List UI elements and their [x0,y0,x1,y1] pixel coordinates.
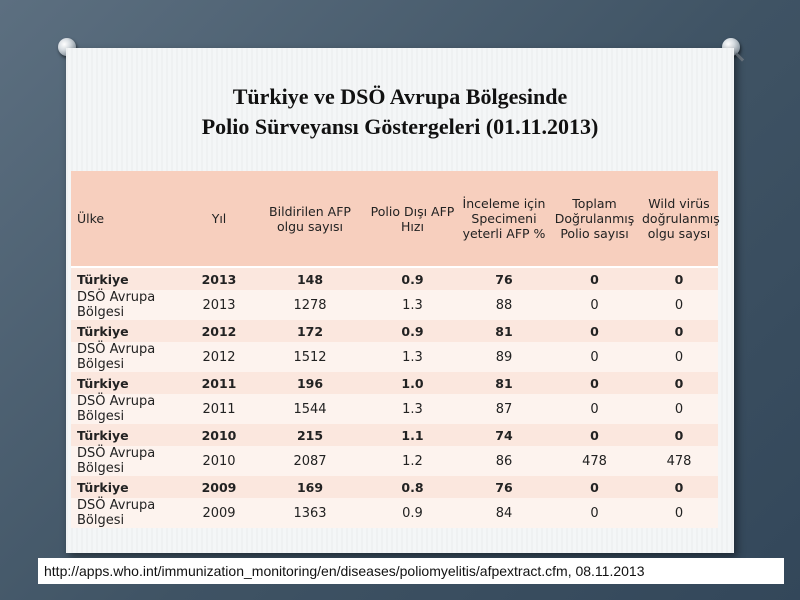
cell-year: 2010 [184,424,254,446]
header-year: Yıl [184,171,254,268]
cell-reported-afp: 148 [254,267,366,290]
cell-wild-virus: 0 [640,320,718,342]
cell-nonpolio-afp: 1.3 [366,394,459,424]
cell-year: 2013 [184,267,254,290]
cell-country: Türkiye [71,424,184,446]
cell-adequate-specimen: 84 [459,498,549,528]
header-reported-afp: Bildirilen AFP olgu sayısı [254,171,366,268]
cell-year: 2011 [184,394,254,424]
slide-title: Türkiye ve DSÖ Avrupa Bölgesinde Polio S… [66,82,734,142]
polio-surveillance-table: Ülke Yıl Bildirilen AFP olgu sayısı Poli… [71,171,720,528]
cell-adequate-specimen: 74 [459,424,549,446]
cell-wild-virus: 0 [640,424,718,446]
cell-confirmed-polio: 0 [549,320,640,342]
cell-country: DSÖ Avrupa Bölgesi [71,446,184,476]
cell-nonpolio-afp: 1.2 [366,446,459,476]
cell-country: Türkiye [71,267,184,290]
cell-confirmed-polio: 0 [549,498,640,528]
table-row: DSÖ Avrupa Bölgesi 2012 1512 1.3 89 0 0 [71,342,718,372]
table-row: DSÖ Avrupa Bölgesi 2009 1363 0.9 84 0 0 [71,498,718,528]
cell-nonpolio-afp: 1.1 [366,424,459,446]
table-row: Türkiye 2012 172 0.9 81 0 0 [71,320,718,342]
cell-nonpolio-afp: 0.9 [366,320,459,342]
cell-reported-afp: 196 [254,372,366,394]
cell-adequate-specimen: 87 [459,394,549,424]
cell-adequate-specimen: 76 [459,476,549,498]
table-row: DSÖ Avrupa Bölgesi 2010 2087 1.2 86 478 478 [71,446,718,476]
cell-confirmed-polio: 0 [549,424,640,446]
cell-adequate-specimen: 86 [459,446,549,476]
cell-reported-afp: 169 [254,476,366,498]
slide-paper: Türkiye ve DSÖ Avrupa Bölgesinde Polio S… [66,48,734,553]
table-row: Türkiye 2010 215 1.1 74 0 0 [71,424,718,446]
table-header-row: Ülke Yıl Bildirilen AFP olgu sayısı Poli… [71,171,720,268]
cell-adequate-specimen: 81 [459,320,549,342]
cell-country: DSÖ Avrupa Bölgesi [71,394,184,424]
cell-adequate-specimen: 81 [459,372,549,394]
header-confirmed-polio: Toplam Doğrulanmış Polio sayısı [549,171,640,268]
cell-country: Türkiye [71,372,184,394]
cell-wild-virus: 0 [640,372,718,394]
table-row: DSÖ Avrupa Bölgesi 2013 1278 1.3 88 0 0 [71,290,718,320]
title-line-1: Türkiye ve DSÖ Avrupa Bölgesinde [232,84,568,109]
cell-wild-virus: 478 [640,446,718,476]
header-country: Ülke [71,171,184,268]
cell-year: 2010 [184,446,254,476]
cell-adequate-specimen: 76 [459,267,549,290]
cell-country: Türkiye [71,320,184,342]
cell-reported-afp: 2087 [254,446,366,476]
cell-country: Türkiye [71,476,184,498]
table-row: Türkiye 2013 148 0.9 76 0 0 [71,267,718,290]
cell-wild-virus: 0 [640,342,718,372]
cell-year: 2012 [184,320,254,342]
cell-confirmed-polio: 0 [549,372,640,394]
cell-nonpolio-afp: 1.3 [366,342,459,372]
cell-wild-virus: 0 [640,394,718,424]
cell-adequate-specimen: 89 [459,342,549,372]
cell-reported-afp: 1544 [254,394,366,424]
cell-reported-afp: 1512 [254,342,366,372]
cell-reported-afp: 215 [254,424,366,446]
cell-confirmed-polio: 0 [549,290,640,320]
cell-country: DSÖ Avrupa Bölgesi [71,342,184,372]
cell-wild-virus: 0 [640,498,718,528]
title-line-2: Polio Sürveyansı Göstergeleri (01.11.201… [201,114,599,139]
cell-year: 2009 [184,498,254,528]
cell-confirmed-polio: 478 [549,446,640,476]
cell-year: 2009 [184,476,254,498]
cell-wild-virus: 0 [640,267,718,290]
cell-year: 2013 [184,290,254,320]
cell-confirmed-polio: 0 [549,394,640,424]
header-wild-virus: Wild virüs doğrulanmış olgu saysı [640,171,720,268]
cell-reported-afp: 1363 [254,498,366,528]
cell-nonpolio-afp: 0.9 [366,267,459,290]
table-row: Türkiye 2011 196 1.0 81 0 0 [71,372,718,394]
cell-confirmed-polio: 0 [549,267,640,290]
cell-country: DSÖ Avrupa Bölgesi [71,290,184,320]
header-nonpolio-afp: Polio Dışı AFP Hızı [366,171,459,268]
cell-year: 2012 [184,342,254,372]
cell-country: DSÖ Avrupa Bölgesi [71,498,184,528]
cell-year: 2011 [184,372,254,394]
cell-wild-virus: 0 [640,290,718,320]
cell-nonpolio-afp: 1.0 [366,372,459,394]
source-citation: http://apps.who.int/immunization_monitor… [38,558,784,584]
cell-nonpolio-afp: 0.9 [366,498,459,528]
table-row: DSÖ Avrupa Bölgesi 2011 1544 1.3 87 0 0 [71,394,718,424]
cell-confirmed-polio: 0 [549,476,640,498]
cell-wild-virus: 0 [640,476,718,498]
cell-reported-afp: 1278 [254,290,366,320]
cell-confirmed-polio: 0 [549,342,640,372]
header-adequate-specimen: İnceleme için Specimeni yeterli AFP % [459,171,549,268]
cell-reported-afp: 172 [254,320,366,342]
cell-adequate-specimen: 88 [459,290,549,320]
cell-nonpolio-afp: 0.8 [366,476,459,498]
cell-nonpolio-afp: 1.3 [366,290,459,320]
table-row: Türkiye 2009 169 0.8 76 0 0 [71,476,718,498]
